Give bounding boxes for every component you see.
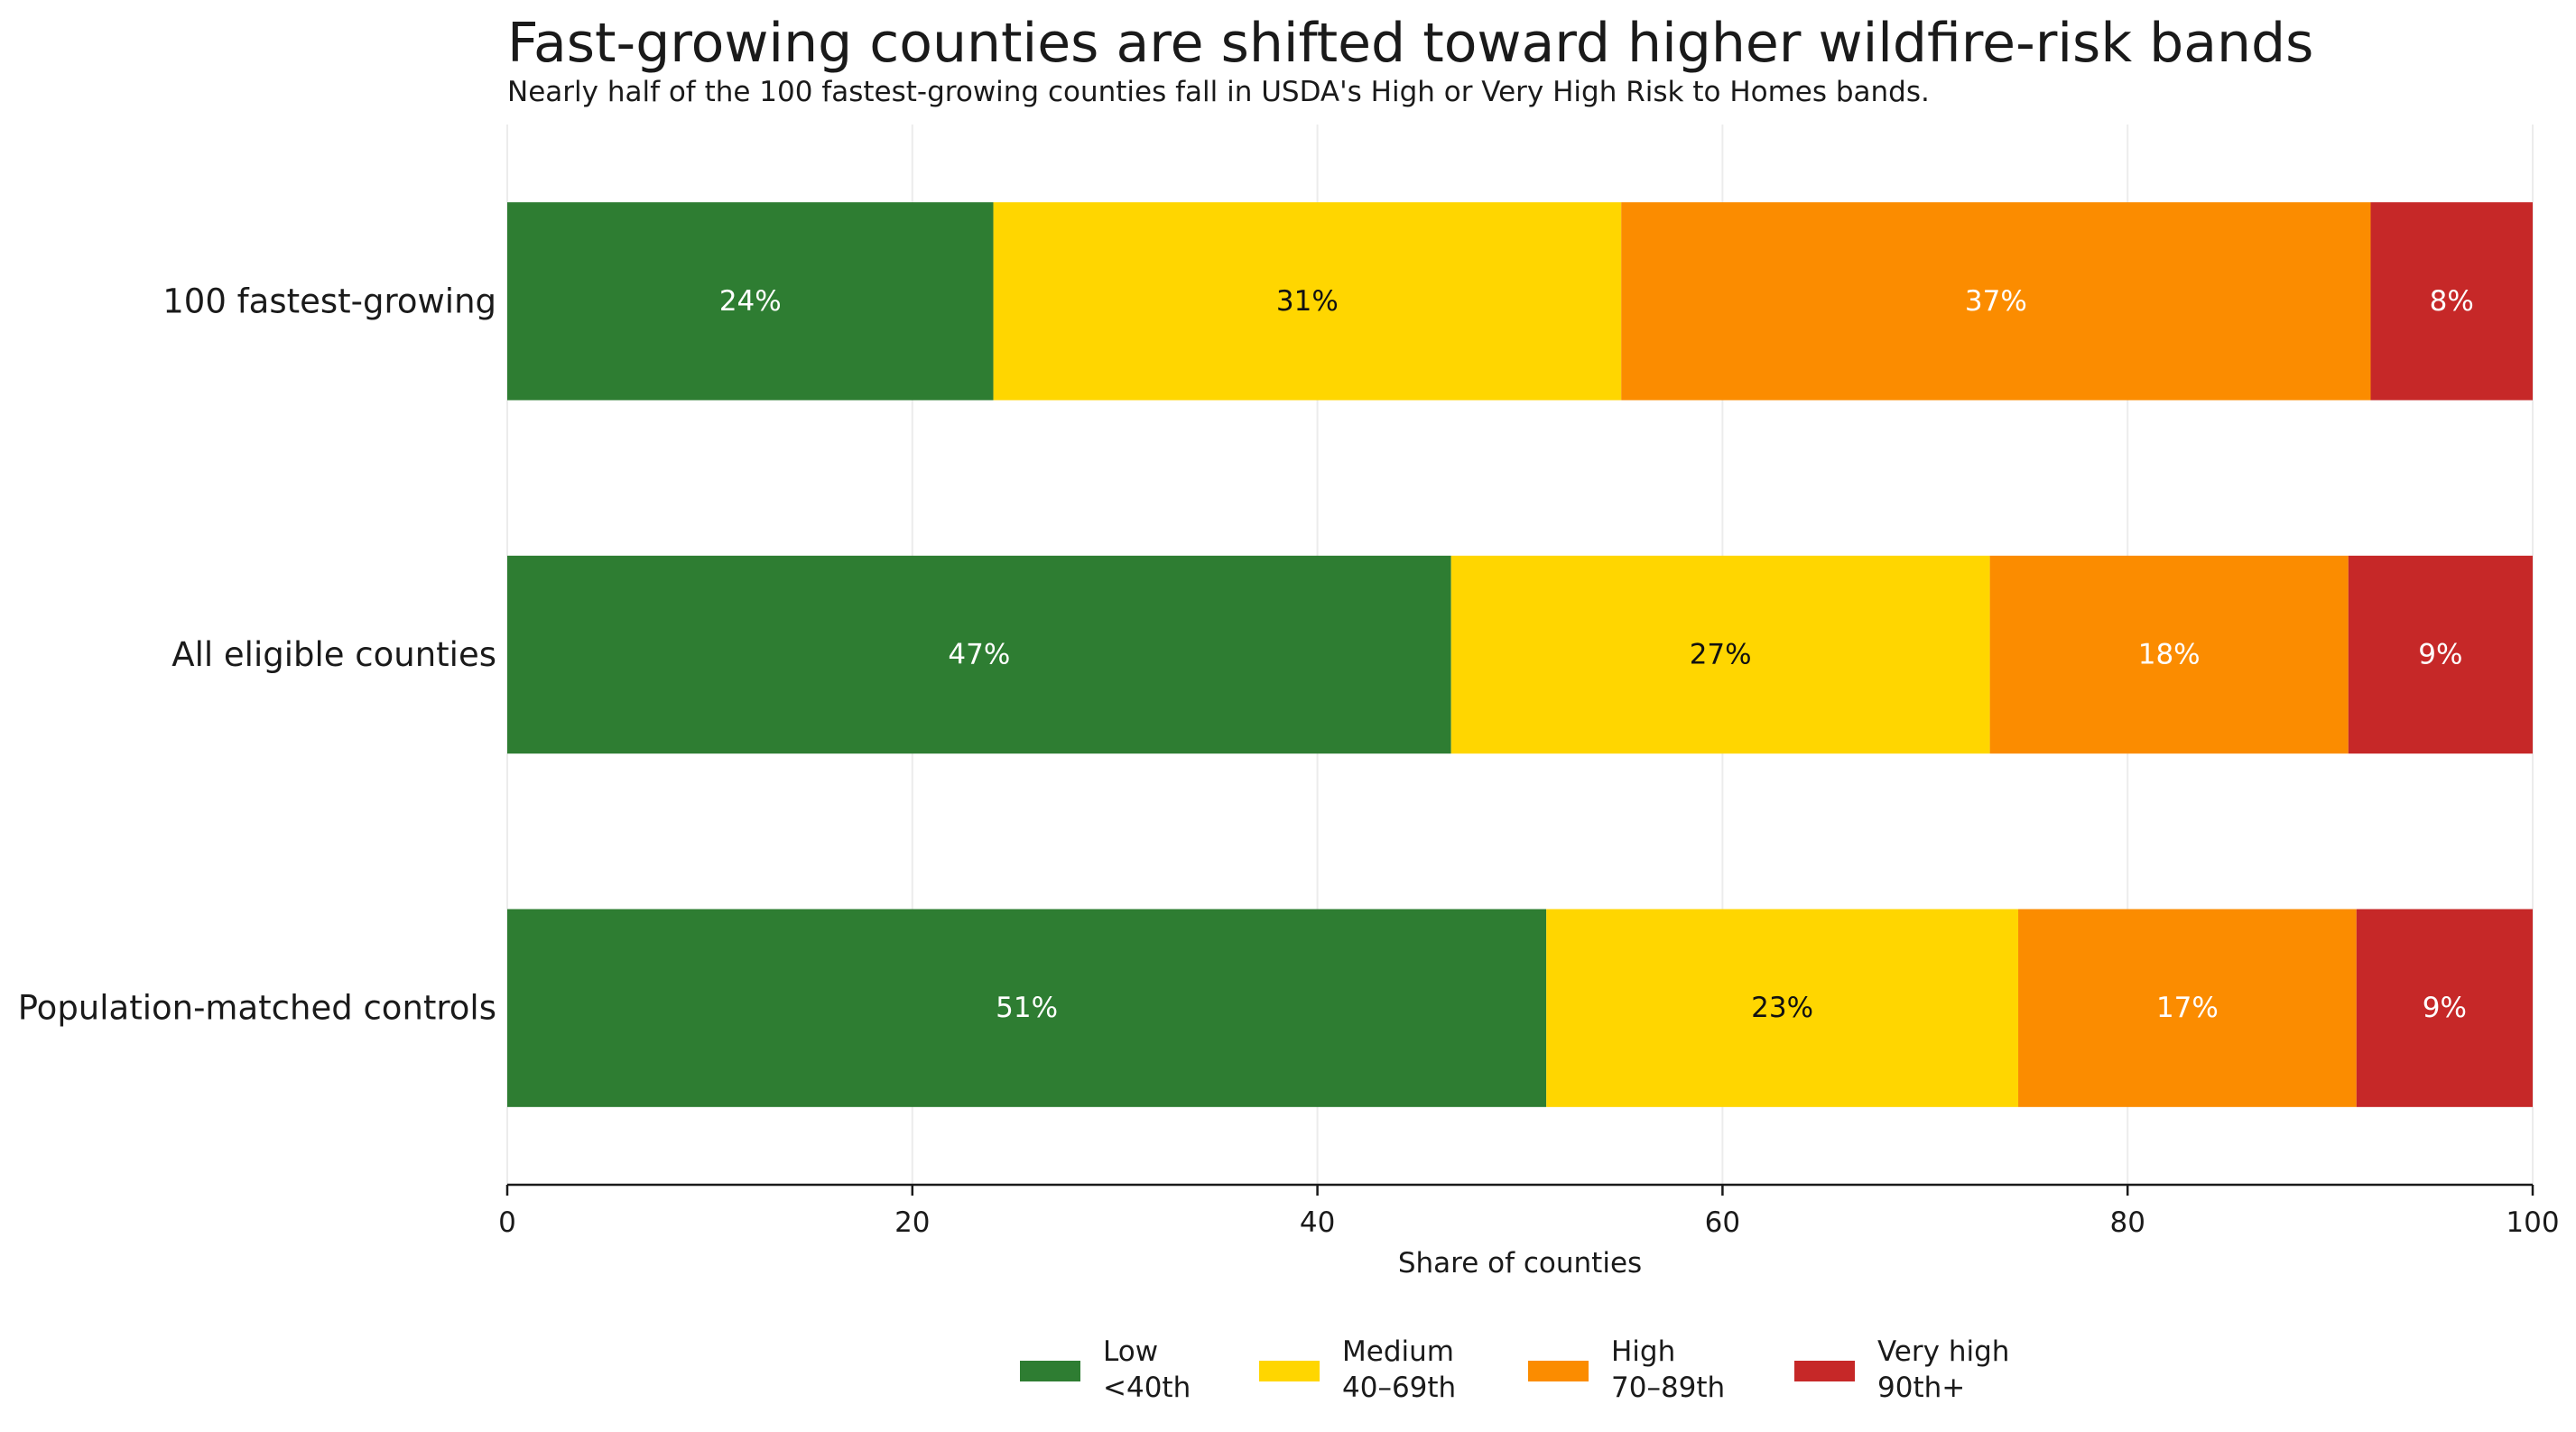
bar-segment xyxy=(993,202,1622,401)
legend-sublabel: <40th xyxy=(1103,1372,1191,1404)
bar-segment xyxy=(507,202,994,401)
legend-sublabel: 70–89th xyxy=(1611,1372,1725,1404)
bar-segment xyxy=(2370,202,2533,401)
x-tick-label: 100 xyxy=(2506,1206,2559,1239)
data-label: 51% xyxy=(996,992,1058,1024)
category-labels: 100 fastest-growing All eligible counties… xyxy=(18,282,496,1027)
bar-segment xyxy=(1621,202,2371,401)
category-label: 100 fastest-growing xyxy=(162,282,496,320)
bar-segment xyxy=(1989,555,2349,754)
x-axis: 0 20 40 60 80 100 xyxy=(498,1183,2560,1239)
data-label: 9% xyxy=(2423,992,2467,1024)
x-tick-label: 60 xyxy=(1705,1206,1740,1239)
x-axis-label: Share of counties xyxy=(1398,1247,1642,1280)
data-label: 23% xyxy=(1751,992,1813,1024)
x-tick-label: 20 xyxy=(894,1206,930,1239)
data-label: 18% xyxy=(2138,639,2201,671)
bar-segment xyxy=(507,909,1547,1107)
chart-title: Fast-growing counties are shifted toward… xyxy=(507,12,2313,75)
legend-label: Medium xyxy=(1342,1335,1454,1368)
bars xyxy=(507,202,2533,1107)
category-label: Population-matched controls xyxy=(18,989,496,1028)
data-label: 17% xyxy=(2156,992,2219,1024)
x-tick-label: 40 xyxy=(1300,1206,1335,1239)
x-tick-label: 0 xyxy=(498,1206,516,1239)
legend-swatch xyxy=(1259,1361,1320,1381)
bar-segment xyxy=(1546,909,2019,1107)
legend-label: Low xyxy=(1103,1335,1158,1368)
data-label: 24% xyxy=(719,285,782,318)
data-label: 37% xyxy=(1965,285,2027,318)
bar-segment xyxy=(507,555,1451,754)
legend-swatch xyxy=(1794,1361,1855,1381)
category-label: All eligible counties xyxy=(171,635,496,674)
legend-swatch xyxy=(1528,1361,1589,1381)
bar-segment xyxy=(2018,909,2357,1107)
legend-sublabel: 90th+ xyxy=(1877,1372,1965,1404)
bar-segment xyxy=(1450,555,1990,754)
bar-segment xyxy=(2348,555,2533,754)
legend-label: Very high xyxy=(1877,1335,2009,1368)
data-label: 8% xyxy=(2430,285,2474,318)
data-label: 9% xyxy=(2418,639,2462,671)
data-label: 31% xyxy=(1276,285,1339,318)
bar-segment xyxy=(2356,909,2533,1107)
chart-subtitle: Nearly half of the 100 fastest-growing c… xyxy=(507,76,1930,108)
legend: Low <40th Medium 40–69th High 70–89th Very hig… xyxy=(1020,1335,2009,1404)
data-label: 27% xyxy=(1690,639,1752,671)
legend-swatch xyxy=(1020,1361,1080,1381)
legend-sublabel: 40–69th xyxy=(1342,1372,1456,1404)
x-tick-label: 80 xyxy=(2109,1206,2145,1239)
data-label: 47% xyxy=(948,639,1010,671)
data-labels: 24% 31% 37% 8% 47% 27% 18% 9% 51% 23% 17% 9% xyxy=(719,285,2474,1024)
legend-label: High xyxy=(1611,1335,1675,1368)
